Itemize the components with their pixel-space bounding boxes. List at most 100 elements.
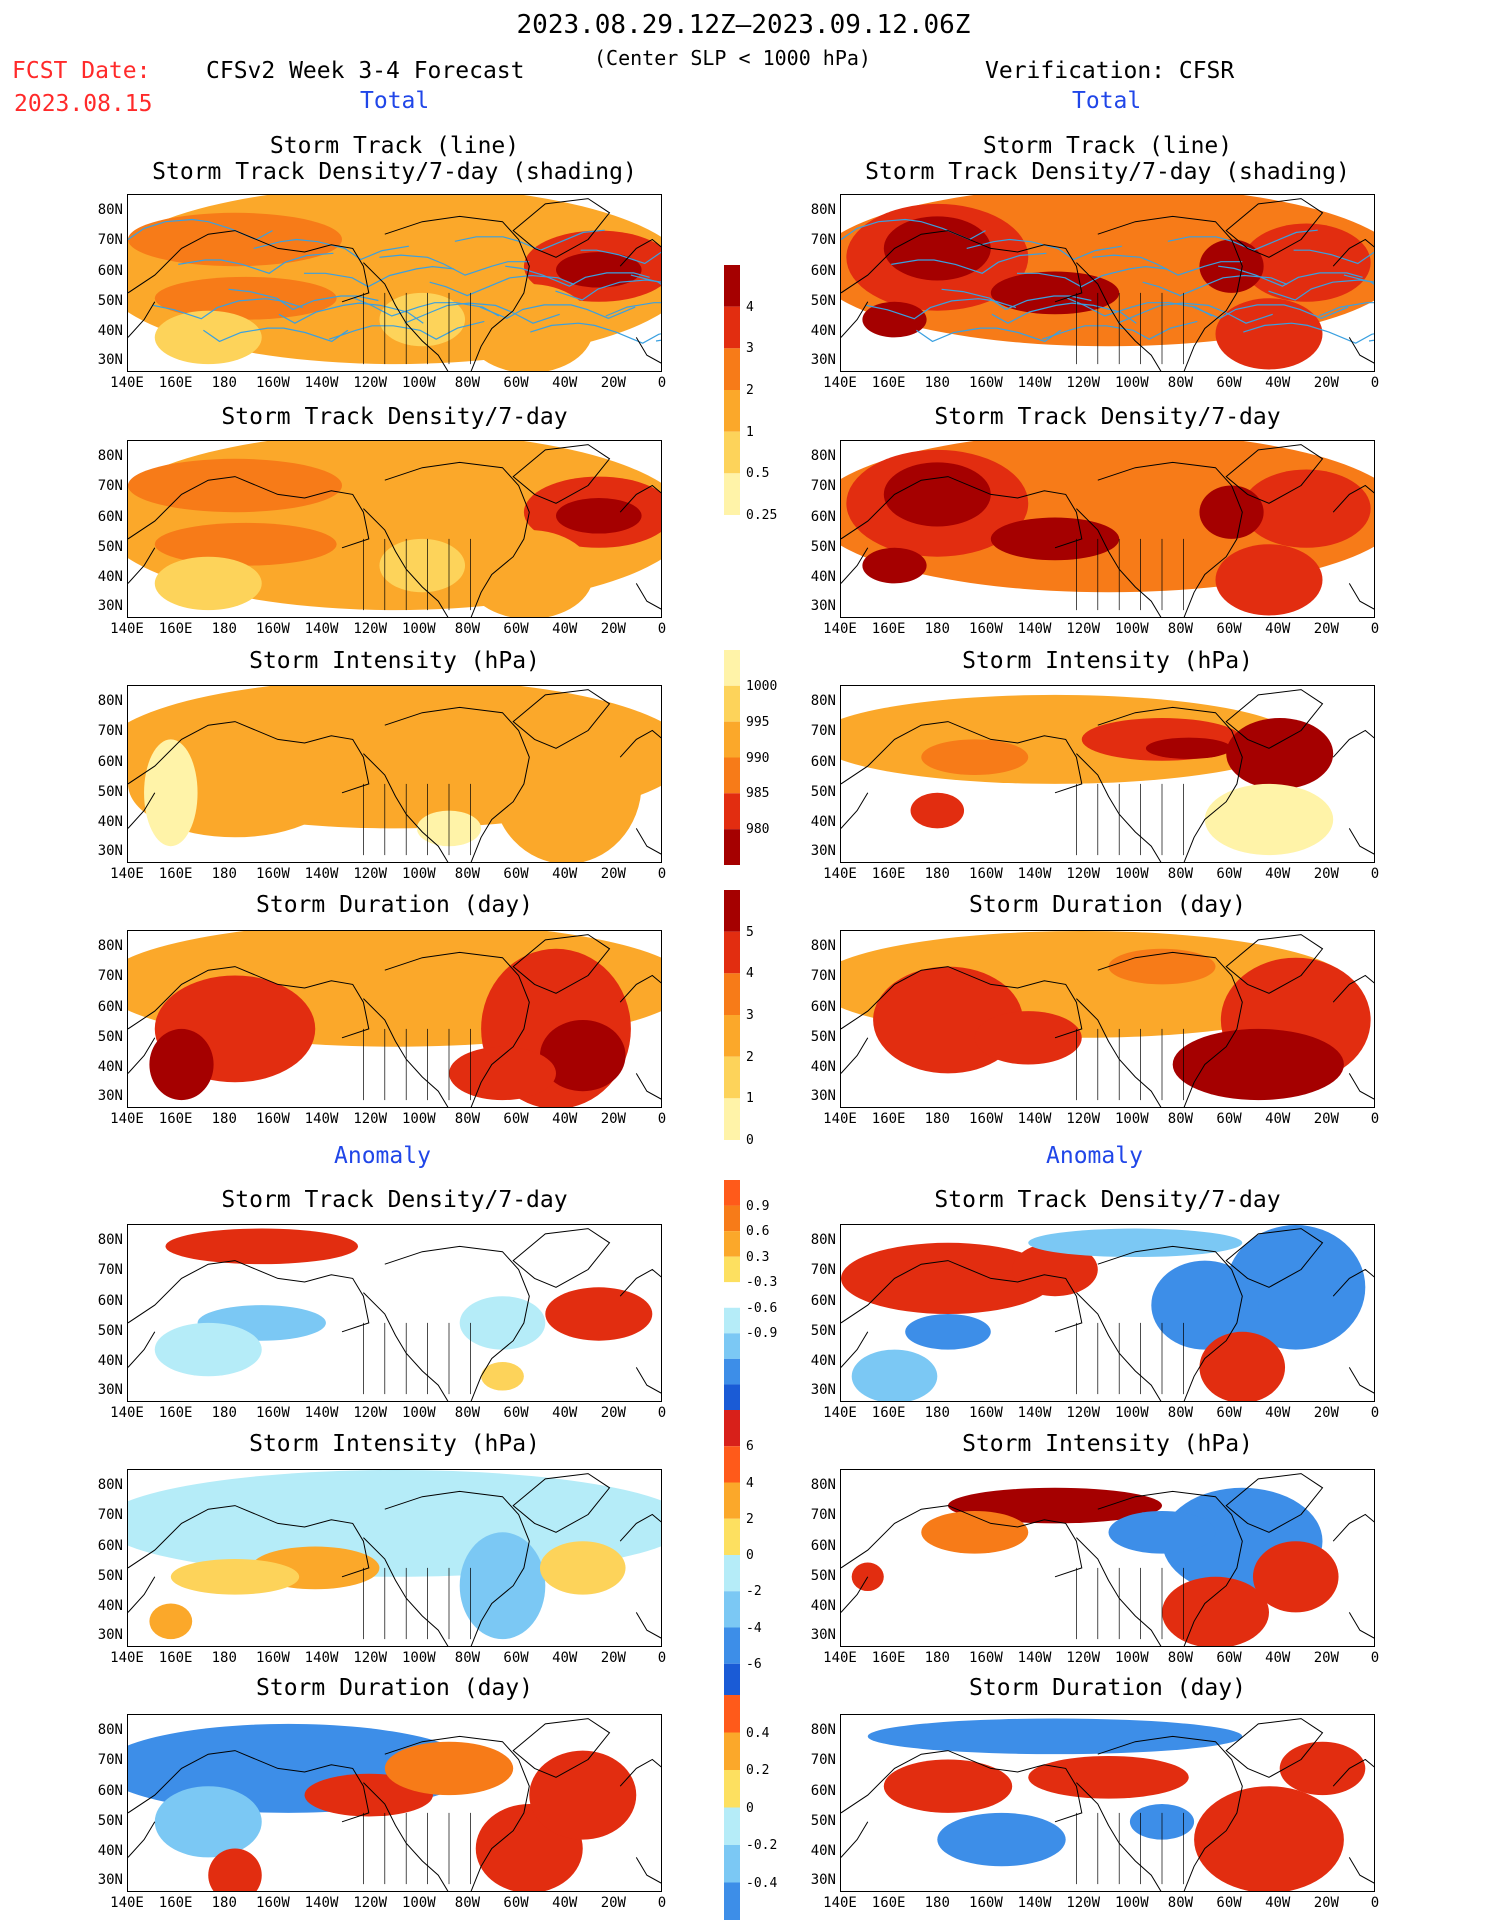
lon-tick-label: 40W: [1265, 375, 1291, 391]
shade-region: [1215, 298, 1323, 370]
shade-region: [910, 792, 965, 829]
lat-tick-label: 40N: [810, 1059, 836, 1076]
lat-tick-label: 50N: [810, 783, 836, 800]
coastline: [1097, 1245, 1243, 1401]
lat-tick-label: 60N: [97, 1292, 123, 1309]
coastline: [841, 1750, 1083, 1823]
storm-track-line: [1067, 297, 1213, 317]
lat-tick-label: 40N: [97, 323, 123, 340]
lon-tick-label: 140W: [304, 866, 339, 882]
shade-region: [883, 1759, 1013, 1813]
lon-tick-label: 120W: [1066, 1895, 1101, 1911]
panel-title-intensity-left: Storm Intensity (hPa): [249, 648, 540, 674]
storm-track-line: [1318, 302, 1374, 317]
coastline: [1348, 828, 1374, 855]
coastline: [619, 1513, 661, 1542]
shade-region: [862, 547, 927, 584]
lat-tick-label: 40N: [810, 814, 836, 831]
colorbar-swatch: [724, 829, 740, 865]
lon-tick-label: 160W: [256, 866, 290, 882]
colorbar-label: 1000: [746, 678, 778, 694]
map-field-anom-density-left: [128, 1228, 661, 1401]
colorbar-label: 995: [746, 714, 770, 730]
lat-tick-label: 40N: [810, 1843, 836, 1860]
panel-title-track-shading-left: Storm Track Density/7-day (shading): [152, 159, 637, 185]
colorbar-swatch: [724, 793, 740, 830]
anomaly-label-right: Anomaly: [1046, 1143, 1143, 1169]
shade-region: [384, 1741, 514, 1796]
lon-tick-label: 40W: [552, 375, 578, 391]
lon-tick-label: 20W: [600, 375, 626, 391]
map-field-track-right: [841, 195, 1374, 371]
lon-tick-label: 180: [924, 1111, 950, 1127]
coastline: [512, 444, 611, 504]
lon-tick-label: 80W: [1167, 1650, 1194, 1666]
colorbar-swatch: [724, 431, 740, 474]
lon-tick-label: 160W: [969, 866, 1003, 882]
lon-tick-label: 100W: [1114, 1405, 1149, 1421]
lon-tick-label: 160E: [871, 621, 906, 637]
coastline: [384, 461, 530, 617]
coastline: [841, 301, 869, 338]
colorbar-label: -2: [746, 1584, 762, 1600]
lon-tick-label: 20W: [600, 866, 626, 882]
colorbar-swatch: [724, 685, 740, 722]
colorbar-swatch: [724, 1098, 740, 1140]
colorbar-label: 3: [746, 341, 754, 357]
panel-title-density-left: Storm Track Density/7-day: [221, 404, 568, 430]
lon-tick-label: 60W: [503, 1111, 529, 1127]
lon-tick-label: 60W: [503, 621, 529, 637]
lon-tick-label: 0: [1370, 1111, 1380, 1127]
panel-title-anom-intensity-right: Storm Intensity (hPa): [962, 1431, 1253, 1457]
lon-tick-label: 40W: [552, 1111, 578, 1127]
shade-region: [937, 1812, 1066, 1867]
shade-region: [1199, 1331, 1286, 1401]
coastline: [841, 547, 869, 584]
coastline: [619, 238, 661, 267]
lat-tick-label: 30N: [810, 597, 836, 614]
lon-tick-label: 160W: [969, 1650, 1003, 1666]
coastline: [1225, 1473, 1324, 1533]
lon-tick-label: 100W: [1114, 621, 1149, 637]
lon-tick-label: 160W: [969, 621, 1003, 637]
storm-track-line: [329, 320, 485, 340]
lat-tick-label: 80N: [810, 693, 836, 710]
lon-tick-label: 140E: [823, 1895, 857, 1911]
storm-track-line: [1142, 274, 1288, 297]
shade-region: [1194, 1786, 1344, 1891]
colorbar-swatch: [724, 390, 740, 432]
lon-tick-label: 140E: [110, 1111, 144, 1127]
colorbar-swatch: [724, 1845, 740, 1883]
shade-region: [1028, 1228, 1243, 1258]
lat-tick-label: 50N: [97, 538, 123, 555]
shade-region: [1215, 544, 1323, 616]
colorbar-label: 0.25: [746, 508, 778, 523]
lat-tick-label: 30N: [97, 1087, 123, 1104]
lat-tick-label: 30N: [97, 842, 123, 859]
lon-tick-label: 140E: [823, 1111, 857, 1127]
lon-tick-label: 80W: [1167, 1111, 1194, 1127]
lon-tick-label: 160E: [158, 1895, 193, 1911]
shade-region: [545, 1287, 653, 1341]
lon-tick-label: 140W: [304, 375, 339, 391]
coastline: [384, 1735, 530, 1891]
lon-tick-label: 80W: [1167, 1895, 1194, 1911]
lon-tick-label: 80W: [1167, 866, 1194, 882]
shade-region: [1172, 1028, 1344, 1101]
lat-tick-label: 50N: [810, 1812, 836, 1829]
map-panel-density-left: [127, 440, 662, 618]
lon-tick-label: 40W: [552, 1405, 578, 1421]
lon-tick-label: 180: [924, 866, 950, 882]
lon-tick-label: 60W: [503, 1650, 529, 1666]
lon-tick-label: 160E: [871, 1111, 906, 1127]
storm-track-line: [1343, 274, 1374, 285]
lon-tick-label: 120W: [1066, 1405, 1101, 1421]
map-panel-duration-left: [127, 930, 662, 1108]
coastline: [512, 934, 611, 994]
lon-tick-label: 120W: [353, 1111, 388, 1127]
lat-tick-label: 70N: [810, 232, 836, 249]
colorbar-swatch: [724, 473, 740, 515]
lon-tick-label: 140W: [304, 1650, 339, 1666]
lon-tick-label: 40W: [552, 1650, 578, 1666]
colorbar-label: 6: [746, 1439, 754, 1455]
